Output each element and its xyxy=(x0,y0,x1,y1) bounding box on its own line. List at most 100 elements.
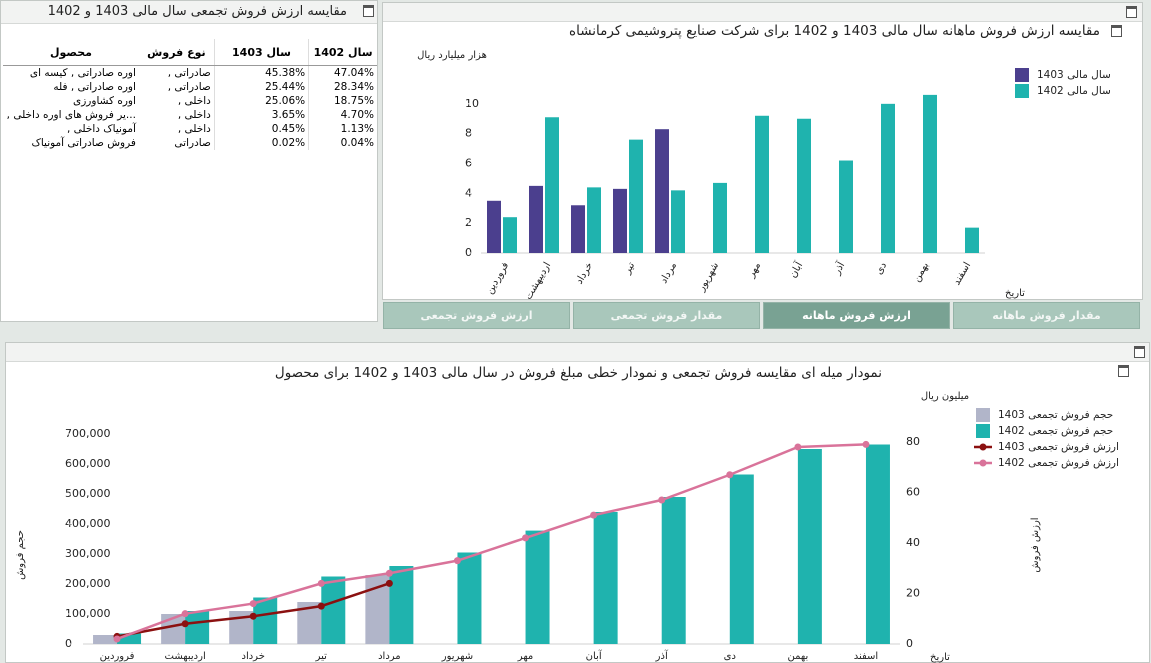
tab[interactable]: ارزش فروش تجمعی xyxy=(383,302,570,329)
y-tick-label: 10 xyxy=(465,97,479,110)
table-cell: 25.06% xyxy=(213,94,309,108)
y-tick-label: 400,000 xyxy=(65,517,111,530)
table-cell: 28.34% xyxy=(308,80,377,94)
tab[interactable]: مقدار فروش ماهانه xyxy=(953,302,1140,329)
x-axis-label: تاریخ xyxy=(1005,288,1025,299)
x-tick-label: آبان xyxy=(786,258,806,279)
bar xyxy=(797,118,811,253)
x-tick-label: دی xyxy=(874,261,890,277)
bar xyxy=(655,129,669,253)
table-cell: 0.45% xyxy=(213,122,309,136)
point xyxy=(590,511,598,519)
panel-header xyxy=(383,3,1142,22)
point xyxy=(181,610,189,618)
legend-swatch xyxy=(1015,84,1029,98)
panel-header xyxy=(1,1,377,24)
maximize-icon[interactable] xyxy=(1134,346,1145,358)
bar xyxy=(587,187,601,253)
bar xyxy=(525,530,550,644)
x-tick-label: مهر xyxy=(745,261,763,281)
table-cell: اوره کشاورزی xyxy=(73,95,136,107)
column-header: سال 1402 xyxy=(308,39,377,66)
sales-table: محصول نوع فروش سال 1403 سال 1402 اوره صادرات… xyxy=(3,39,377,150)
bar xyxy=(321,576,346,644)
x-tick-label: مرداد xyxy=(658,261,679,286)
point xyxy=(113,635,121,643)
y-tick-label: 200,000 xyxy=(65,577,111,590)
bar xyxy=(729,474,754,644)
legend-label: سال مالی 1403 xyxy=(1037,69,1111,81)
x-tick-label: فروردین xyxy=(100,651,135,662)
tab[interactable]: ارزش فروش ماهانه xyxy=(763,302,950,329)
table-row: اوره صادراتی , کیسه ای صادراتی , 45.38% 47.… xyxy=(3,65,377,80)
legend-label: ارزش فروش تجمعی 1402 xyxy=(998,457,1119,469)
y2-unit-label: میلیون ریال xyxy=(921,391,969,402)
table-cell: 47.04% xyxy=(308,65,377,80)
table-cell: داخلی , xyxy=(177,95,211,107)
table-cell: فروش صادراتی آمونیاک xyxy=(31,137,136,149)
table-cell: داخلی , xyxy=(177,109,211,121)
x-tick-label: اسفند xyxy=(854,651,878,662)
x-tick-label: مرداد xyxy=(378,651,401,662)
table-cell: 25.44% xyxy=(213,80,309,94)
legend-swatch xyxy=(979,443,987,451)
maximize-icon[interactable] xyxy=(363,5,374,17)
legend-label: حجم فروش تجمعی 1403 xyxy=(998,409,1113,421)
x-tick-label: آذر xyxy=(829,258,847,277)
export-icon[interactable] xyxy=(1118,365,1129,377)
table-cell: اوره صادراتی , فله xyxy=(53,81,136,93)
x-tick-label: تیر xyxy=(622,260,638,276)
bar xyxy=(839,160,853,253)
bar xyxy=(593,512,618,644)
bar xyxy=(661,497,686,644)
point xyxy=(453,557,461,565)
table-panel: مقایسه ارزش فروش تجمعی سال مالی 1403 و 1… xyxy=(0,0,378,322)
y2-tick-label: 0 xyxy=(906,637,913,650)
y2-tick-label: 60 xyxy=(906,485,920,498)
table-cell: داخلی , xyxy=(177,123,211,135)
x-tick-label: خرداد xyxy=(242,651,265,662)
point xyxy=(658,496,666,504)
y2-tick-label: 20 xyxy=(906,586,920,599)
tab[interactable]: مقدار فروش تجمعی xyxy=(573,302,760,329)
panel-title: مقایسه ارزش فروش تجمعی سال مالی 1403 و 1… xyxy=(47,4,347,19)
table-cell: 0.02% xyxy=(213,136,309,150)
column-header: سال 1403 xyxy=(213,39,309,66)
maximize-icon[interactable] xyxy=(1126,6,1137,18)
y-axis-label: حجم فروش xyxy=(15,530,26,580)
x-tick-label: آذر xyxy=(655,649,669,662)
column-header: محصول xyxy=(3,39,139,66)
table-row: اوره کشاورزی داخلی , 25.06% 18.75% xyxy=(3,94,377,108)
point xyxy=(181,620,189,628)
y2-tick-label: 80 xyxy=(906,435,920,448)
point xyxy=(862,440,870,448)
export-icon[interactable] xyxy=(1111,25,1122,37)
y-tick-label: 300,000 xyxy=(65,547,111,560)
bar xyxy=(571,205,585,253)
bar xyxy=(923,94,937,253)
legend-swatch xyxy=(976,424,990,438)
point xyxy=(385,579,393,587)
point xyxy=(317,579,325,587)
panel-header xyxy=(6,343,1149,362)
chart-title: نمودار میله ای مقایسه فروش تجمعی و نمودا… xyxy=(275,365,882,381)
point xyxy=(726,471,734,479)
bar xyxy=(253,597,278,644)
y-tick-label: 100,000 xyxy=(65,607,111,620)
bar xyxy=(389,566,414,644)
header-row: محصول نوع فروش سال 1403 سال 1402 xyxy=(3,39,377,66)
bar xyxy=(93,635,118,644)
bar xyxy=(487,200,501,253)
y-tick-label: 500,000 xyxy=(65,487,111,500)
y2-axis-label: ارزش فروش xyxy=(1030,517,1041,572)
table-cell: صادراتی , xyxy=(167,81,211,93)
x-tick-label: اسفند xyxy=(951,261,973,288)
table-row: آمونیاک داخلی , داخلی , 0.45% 1.13% xyxy=(3,122,377,136)
x-tick-label: دی xyxy=(724,651,736,662)
bar xyxy=(457,552,482,644)
bar xyxy=(881,103,895,253)
x-tick-label: شهریور xyxy=(696,261,722,294)
table-cell: 3.65% xyxy=(213,108,309,122)
